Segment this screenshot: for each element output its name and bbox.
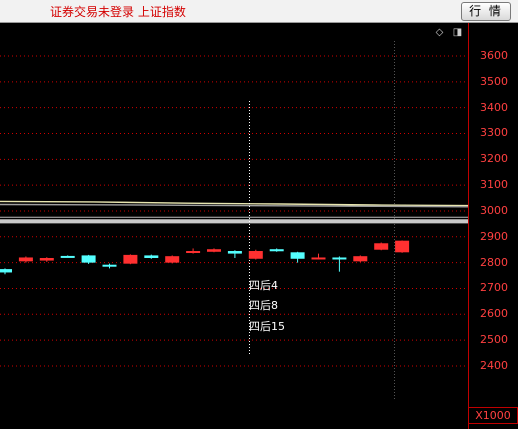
candle-body-15 [290,252,305,259]
candle-body-20 [395,240,410,253]
candle-body-10 [186,251,201,254]
y-tick-label: 3200 [480,152,508,166]
candle-body-3 [39,257,54,261]
annotation-2: 四后8 [249,299,278,312]
top-toolbar: 证券交易未登录 上证指数 行 情 [0,0,518,23]
candle-body-12 [227,251,242,254]
y-tick-label: 2900 [480,229,508,243]
candlestick-chart[interactable] [0,23,518,429]
candle-body-4 [60,255,75,258]
y-tick-label: 3400 [480,100,508,114]
candle-body-14 [269,249,284,252]
candle-body-13 [248,251,263,259]
diamond-icon[interactable]: ◇ [435,27,444,38]
y-tick-label: 3100 [480,178,508,192]
candle-body-5 [81,255,96,263]
y-tick-label: 2400 [480,358,508,372]
y-tick-label: 3600 [480,49,508,62]
ma-line-2 [0,203,469,208]
candle-body-16 [311,257,326,260]
y-tick-label: 3000 [480,203,508,217]
market-quotes-button[interactable]: 行 情 [461,2,511,21]
y-tick-label: 3500 [480,74,508,88]
candle-body-1 [0,269,12,273]
candle-body-6 [102,264,117,267]
window-title: 证券交易未登录 上证指数 [50,5,186,19]
y-tick-label: 2500 [480,333,508,347]
reference-band [0,219,468,224]
candle-body-9 [165,256,180,263]
annotation-1: 四后4 [249,279,278,292]
annotation-3: 四后15 [249,320,285,333]
candle-body-19 [374,243,389,250]
candle-body-2 [18,257,33,262]
y-tick-label: 2700 [480,281,508,295]
y-tick-label: 2800 [480,255,508,269]
candle-body-18 [353,256,368,262]
scale-label: X1000 [468,407,518,424]
candle-body-17 [332,257,347,260]
y-tick-label: 2600 [480,307,508,321]
y-tick-label: 3300 [480,126,508,140]
toggle-panel-icon[interactable]: ◨ [452,27,463,38]
ma-line-1 [0,200,469,207]
candle-body-7 [123,254,138,264]
candle-body-8 [144,255,159,258]
candle-body-11 [207,249,221,252]
